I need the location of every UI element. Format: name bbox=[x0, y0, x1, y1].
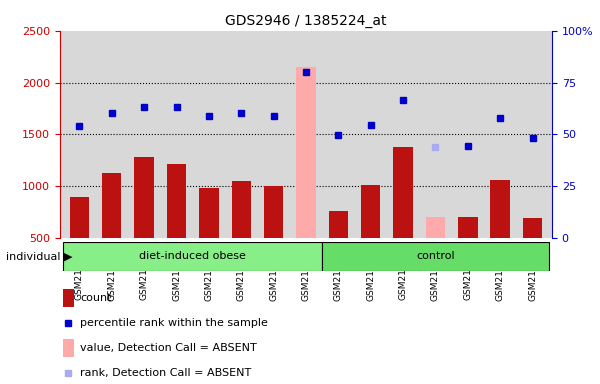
Bar bbox=[264, 186, 283, 238]
Bar bbox=[62, 339, 74, 357]
Bar bbox=[322, 242, 549, 271]
Bar bbox=[134, 157, 154, 238]
Bar bbox=[232, 180, 251, 238]
Bar bbox=[62, 289, 74, 307]
Bar bbox=[329, 211, 348, 238]
Text: percentile rank within the sample: percentile rank within the sample bbox=[80, 318, 268, 328]
Text: individual ▶: individual ▶ bbox=[6, 251, 73, 262]
Bar bbox=[199, 188, 218, 238]
Bar bbox=[296, 67, 316, 238]
Bar bbox=[361, 185, 380, 238]
Bar bbox=[491, 180, 510, 238]
Bar bbox=[394, 147, 413, 238]
Bar bbox=[167, 164, 186, 238]
Text: rank, Detection Call = ABSENT: rank, Detection Call = ABSENT bbox=[80, 368, 251, 378]
Text: diet-induced obese: diet-induced obese bbox=[139, 251, 246, 262]
Title: GDS2946 / 1385224_at: GDS2946 / 1385224_at bbox=[225, 14, 387, 28]
Text: control: control bbox=[416, 251, 455, 262]
Text: count: count bbox=[80, 293, 112, 303]
Text: value, Detection Call = ABSENT: value, Detection Call = ABSENT bbox=[80, 343, 257, 353]
Bar bbox=[458, 217, 478, 238]
Bar bbox=[102, 173, 121, 238]
Bar bbox=[523, 218, 542, 238]
Bar bbox=[63, 242, 322, 271]
Bar bbox=[426, 217, 445, 238]
Bar bbox=[70, 197, 89, 238]
